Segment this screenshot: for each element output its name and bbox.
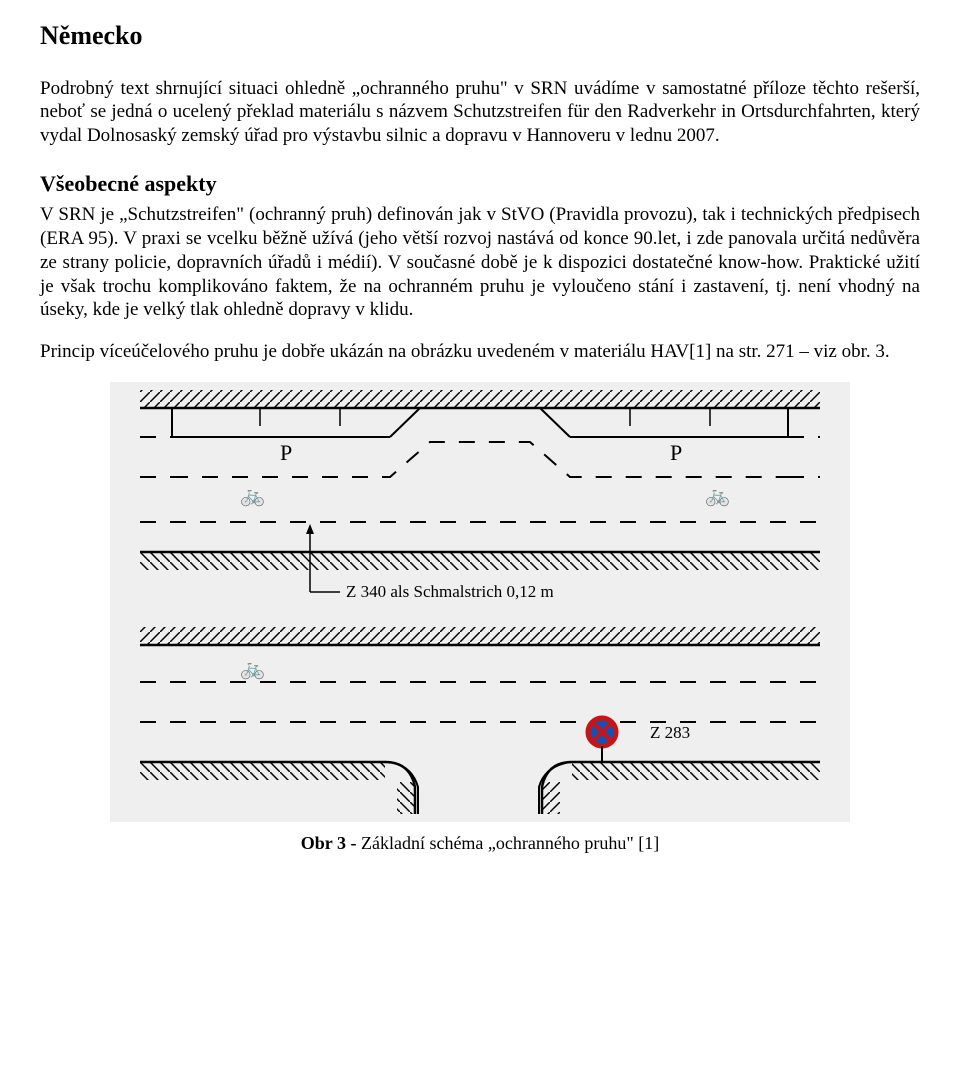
road-diagram-svg: P P 🚲 🚲 Z 340 als Schmalstrich 0,12 m	[110, 382, 850, 822]
center-line-label: Z 340 als Schmalstrich 0,12 m	[346, 582, 554, 601]
p-label-right: P	[670, 440, 682, 465]
intro-paragraph: Podrobný text shrnující situaci ohledně …	[40, 77, 920, 148]
aspekty-paragraph-1: V SRN je „Schutzstreifen" (ochranný pruh…	[40, 203, 920, 322]
aspekty-paragraph-2: Princip víceúčelového pruhu je dobře uká…	[40, 340, 920, 364]
bike-icon: 🚲	[240, 658, 265, 680]
upper-bottom-hatch	[140, 552, 820, 570]
lower-top-hatch	[140, 627, 820, 645]
p-label-left: P	[280, 440, 292, 465]
page-title: Německo	[40, 20, 920, 53]
bike-icon: 🚲	[240, 485, 265, 507]
bike-icon: 🚲	[705, 485, 730, 507]
z283-label: Z 283	[650, 723, 690, 742]
upper-top-hatch	[140, 390, 820, 408]
figure-3: P P 🚲 🚲 Z 340 als Schmalstrich 0,12 m	[110, 382, 850, 855]
caption-bold: Obr 3 -	[301, 833, 361, 853]
section-heading: Všeobecné aspekty	[40, 170, 920, 198]
upper-dashed-line	[172, 442, 788, 477]
z283-sign	[588, 718, 616, 762]
figure-caption: Obr 3 - Základní schéma „ochranného pruh…	[110, 832, 850, 855]
caption-rest: Základní schéma „ochranného pruhu" [1]	[361, 833, 659, 853]
